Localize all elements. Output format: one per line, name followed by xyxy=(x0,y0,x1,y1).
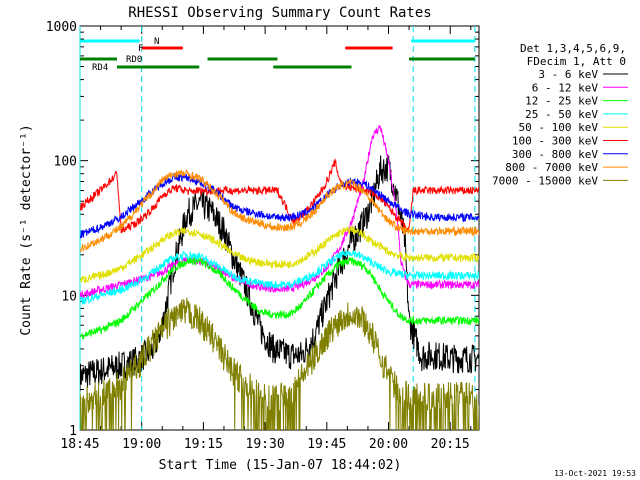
legend-entry-label: 7000 - 15000 keV xyxy=(492,174,598,187)
y-tick-label: 10 xyxy=(61,289,77,304)
series-line-7000-15000-keV xyxy=(80,297,479,430)
series-line-100-300-keV xyxy=(80,158,479,234)
legend-header-line: FDecim 1, Att 0 xyxy=(527,55,626,68)
y-tick-label: 1 xyxy=(69,424,77,439)
legend-header-line: Det 1,3,4,5,6,9, xyxy=(520,42,626,55)
legend-entry-label: 25 - 50 keV xyxy=(525,108,598,121)
y-axis-label: Count Rate (s⁻¹ detector⁻¹) xyxy=(19,124,34,335)
x-tick-label: 19:00 xyxy=(122,437,161,452)
legend-entry-label: 12 - 25 keV xyxy=(525,95,598,108)
x-tick-label: 19:15 xyxy=(184,437,223,452)
series-line-25-50-keV xyxy=(80,249,479,305)
legend-entry-label: 800 - 7000 keV xyxy=(505,161,598,174)
legend-entry-label: 100 - 300 keV xyxy=(512,135,598,148)
flag-label-flare: F xyxy=(138,44,143,54)
x-tick-label: 20:15 xyxy=(431,437,470,452)
series-line-800-7000-keV xyxy=(80,169,479,253)
flag-label-rd0: RD0 xyxy=(126,55,142,65)
series-group xyxy=(80,125,479,430)
x-tick-label: 20:00 xyxy=(369,437,408,452)
x-axis-label: Start Time (15-Jan-07 18:44:02) xyxy=(159,458,402,473)
y-tick-label: 100 xyxy=(54,155,77,170)
x-tick-label: 19:30 xyxy=(246,437,285,452)
flag-label-night: N xyxy=(154,37,159,47)
x-tick-label: 19:45 xyxy=(307,437,346,452)
series-line-12-25-keV xyxy=(80,255,479,340)
series-line-50-100-keV xyxy=(80,225,479,284)
legend-entry-label: 3 - 6 keV xyxy=(538,68,598,81)
legend-entry-label: 50 - 100 keV xyxy=(519,121,599,134)
y-tick-label: 1000 xyxy=(46,20,77,35)
x-tick-label: 18:45 xyxy=(60,437,99,452)
chart-title: RHESSI Observing Summary Count Rates xyxy=(128,5,431,21)
footer-date: 13-Oct-2021 19:53 xyxy=(554,469,636,478)
legend: Det 1,3,4,5,6,9,FDecim 1, Att 03 - 6 keV… xyxy=(492,42,628,187)
legend-entry-label: 6 - 12 keV xyxy=(532,81,599,94)
legend-entry-label: 300 - 800 keV xyxy=(512,148,598,161)
flag-label-rd4: RD4 xyxy=(92,63,108,73)
plot-area: 1 10 100 1000 18:45 19:00 19:15 19:30 19:45 20:00… xyxy=(46,20,480,452)
